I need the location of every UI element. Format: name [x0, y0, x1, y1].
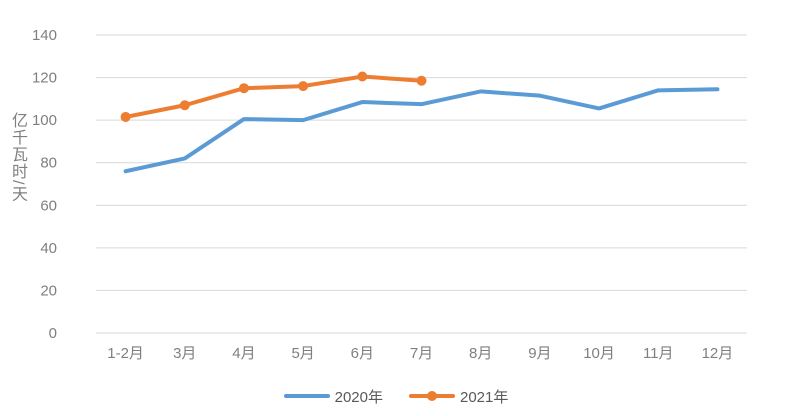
- x-tick-label: 8月: [469, 345, 492, 362]
- plot-area: 0 20 40 60 80 100 120 140 1-2月 3月 4月 5月 6月 7月 8月 9月 10月 1…: [32, 27, 747, 362]
- legend-item-2020: 2020年: [283, 386, 383, 407]
- data-point-marker-4月: [238, 83, 249, 94]
- data-point-marker-1-2月: [120, 111, 131, 122]
- x-tick-label: 10月: [583, 345, 615, 362]
- series-line-2020年: [123, 87, 720, 174]
- y-tick-label: 60: [40, 197, 57, 214]
- y-tick-label: 20: [40, 282, 57, 299]
- x-tick-label: 9月: [528, 345, 551, 362]
- x-tick-label: 6月: [351, 345, 374, 362]
- data-point-marker-3月: [179, 100, 190, 111]
- y-tick-label: 40: [40, 240, 57, 257]
- x-tick-label: 12月: [702, 345, 734, 362]
- legend-label-2020: 2020年: [334, 388, 383, 406]
- y-tick-label: 0: [49, 325, 57, 342]
- x-tick-label: 4月: [232, 345, 255, 362]
- x-tick-label: 5月: [291, 345, 314, 362]
- data-point-marker-6月: [357, 71, 368, 82]
- x-tick-label: 1-2月: [107, 345, 144, 362]
- y-tick-label: 80: [40, 155, 57, 172]
- y-tick-label: 140: [32, 27, 57, 44]
- data-point-marker-5月: [298, 81, 309, 92]
- y-axis-title: 亿千瓦时/天: [9, 112, 26, 203]
- series-line-2021年: [123, 74, 424, 119]
- legend-line-sample-2020: [283, 394, 330, 398]
- legend-item-2021: 2021年: [409, 386, 508, 407]
- legend: 2020年 2021年: [0, 383, 792, 409]
- legend-label-2021: 2021年: [460, 388, 509, 406]
- legend-line-sample-2021: [409, 391, 455, 401]
- x-tick-label: 7月: [410, 345, 433, 362]
- data-point-marker-7月: [416, 75, 427, 86]
- x-tick-label: 3月: [173, 345, 196, 362]
- y-tick-label: 120: [32, 70, 57, 87]
- x-tick-label: 11月: [643, 345, 674, 362]
- legend-marker-dot-2021: [427, 391, 437, 401]
- y-tick-label: 100: [32, 112, 57, 129]
